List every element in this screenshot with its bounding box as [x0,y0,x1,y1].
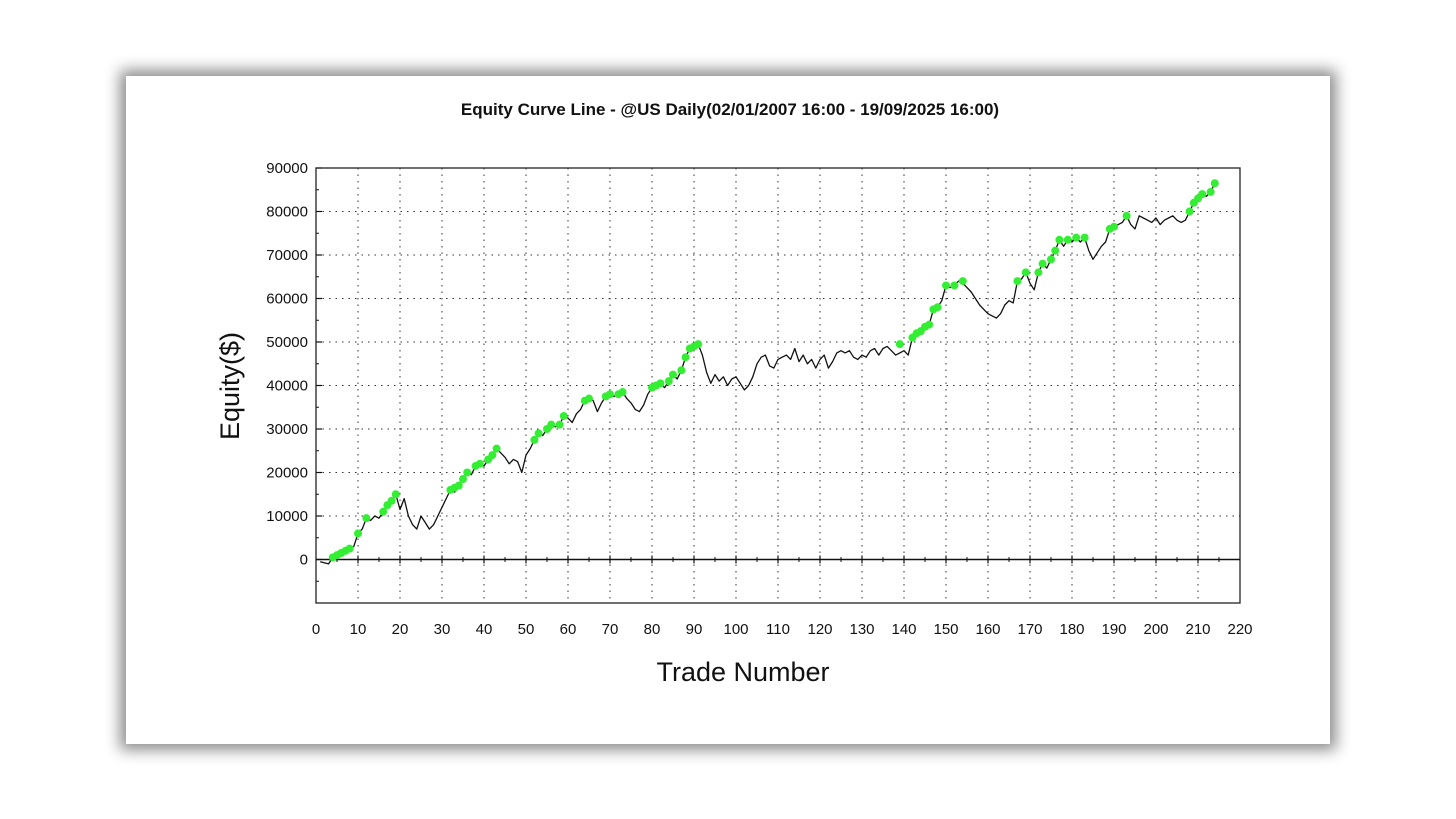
y-tick-label: 30000 [266,421,308,438]
x-tick-label: 80 [644,621,661,638]
new-high-point [677,366,686,375]
x-tick-label: 100 [723,621,748,638]
new-high-point [463,468,472,477]
new-high-point [530,435,539,444]
new-high-point [958,277,967,286]
x-tick-label: 30 [434,621,451,638]
new-high-point [387,496,396,505]
equity-line-series [320,182,1216,565]
new-high-point [1038,259,1047,268]
new-high-point [895,340,904,349]
new-high-point [664,377,673,386]
y-axis-title: Equity($) [215,332,245,440]
axis-ticks [316,167,1220,582]
x-tick-label: 160 [975,621,1000,638]
x-tick-label: 130 [849,621,874,638]
new-high-point [585,394,593,403]
new-high-point [618,388,627,397]
x-tick-label: 110 [766,621,790,638]
x-tick-label: 70 [602,621,619,638]
new-high-point [391,490,400,499]
new-high-point [669,370,677,379]
new-high-point [1080,233,1089,242]
x-tick-label: 40 [476,621,493,638]
x-tick-label: 120 [807,621,832,638]
new-high-point [942,281,950,290]
new-high-point [656,379,665,388]
grid-lines [316,168,1240,603]
new-high-point [555,420,564,429]
new-high-point [1021,268,1030,277]
new-high-point [1034,268,1043,277]
new-high-point [559,411,568,420]
y-tick-label: 60000 [266,291,308,308]
new-high-point [1206,187,1215,196]
x-tick-label: 60 [560,621,577,638]
equity-curve-line [320,182,1216,565]
new-high-point [547,420,556,429]
x-tick-label: 0 [312,621,320,638]
new-high-point [459,475,467,484]
y-tick-label: 50000 [266,334,308,351]
new-high-point [488,451,497,460]
new-high-point [475,459,484,468]
new-high-point [345,544,354,553]
y-tick-label: 70000 [266,247,308,264]
y-tick-label: 90000 [266,160,308,177]
new-high-point [379,507,388,516]
x-tick-label: 190 [1101,621,1126,638]
new-high-point [606,390,614,399]
chart-title: Equity Curve Line - @US Daily(02/01/2007… [461,100,999,119]
y-tick-label: 40000 [266,378,308,395]
x-tick-label: 210 [1185,621,1210,638]
new-high-point [1110,222,1118,231]
new-high-point [1047,255,1055,264]
new-high-point [1198,190,1207,199]
equity-curve-chart: Equity Curve Line - @US Daily(02/01/2007… [215,100,1253,687]
x-tick-label: 220 [1227,621,1252,638]
new-high-point [362,514,371,523]
new-high-point [694,340,703,349]
y-tick-label: 10000 [266,508,308,525]
x-axis-title: Trade Number [656,657,829,687]
new-high-point [1210,179,1219,188]
new-high-point [534,429,543,438]
y-tick-label: 80000 [266,204,308,221]
new-high-point [1013,277,1022,286]
x-tick-label: 200 [1143,621,1168,638]
new-high-point [1122,211,1131,220]
new-high-point [1063,235,1072,244]
new-high-point [1185,207,1194,216]
x-tick-label: 150 [933,621,958,638]
new-high-point [454,481,463,490]
new-high-point [933,303,942,312]
x-tick-label: 140 [891,621,916,638]
x-tick-label: 170 [1017,621,1042,638]
new-high-point [1051,246,1060,255]
x-tick-labels: 0 10 20 30 40 50 60 70 80 90 100 110 120 130 140 150 160… [312,621,1253,638]
x-tick-label: 180 [1059,621,1084,638]
new-high-point [1072,233,1081,242]
x-tick-label: 90 [686,621,703,638]
new-high-point [354,529,362,538]
x-tick-label: 20 [392,621,409,638]
new-high-point [492,444,501,453]
new-high-markers [328,179,1219,562]
plot-area-border [315,167,1241,604]
y-tick-labels: 0 10000 20000 30000 40000 50000 60000 70000 8000… [266,160,308,569]
new-high-point [1055,235,1064,244]
x-tick-label: 10 [350,621,367,638]
x-tick-label: 50 [518,621,535,638]
new-high-point [925,320,934,329]
new-high-point [681,353,690,362]
new-high-point [950,281,959,290]
y-tick-label: 20000 [266,465,308,482]
y-tick-label: 0 [300,552,308,569]
chart-panel: Equity Curve Line - @US Daily(02/01/2007… [126,76,1330,744]
